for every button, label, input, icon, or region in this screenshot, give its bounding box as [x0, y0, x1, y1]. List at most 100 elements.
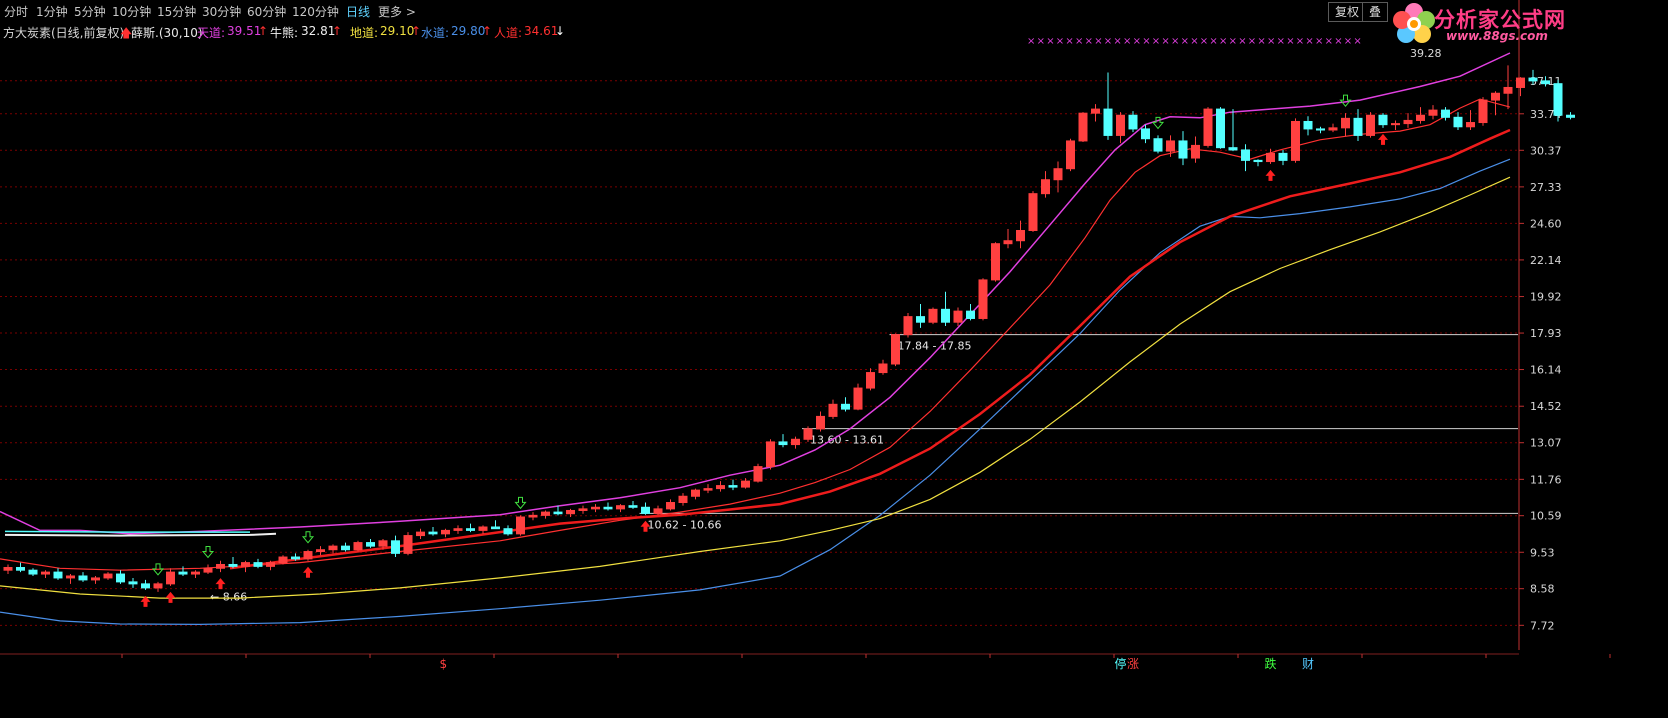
tab-15min[interactable]: 15分钟	[157, 5, 197, 19]
candle	[191, 570, 200, 578]
candle	[228, 557, 238, 569]
buy-arrow-icon	[1265, 169, 1276, 181]
candle	[28, 568, 38, 576]
candle-body	[941, 308, 950, 323]
y-tick-label: 9.53	[1530, 546, 1555, 559]
signal-star-icon: ×	[1133, 36, 1141, 47]
buy-arrow-icon	[1378, 133, 1388, 145]
candle	[1153, 135, 1163, 154]
candle	[41, 570, 50, 578]
candle	[1378, 113, 1388, 128]
niuxiong-arrow-icon: ↑	[332, 24, 343, 38]
tab-timeshare[interactable]: 分时	[4, 5, 29, 19]
signal-star-icon: ×	[1344, 36, 1352, 47]
sell-arrow-icon	[514, 496, 527, 510]
candle	[441, 528, 450, 538]
tab-daily[interactable]: 日线	[346, 5, 371, 19]
candle	[791, 436, 800, 449]
candle	[778, 434, 788, 448]
signal-star-icon: ×	[1152, 36, 1160, 47]
candle-body	[816, 415, 825, 430]
candle	[866, 368, 875, 391]
candle-body	[1291, 120, 1300, 161]
candle-body	[78, 575, 88, 581]
candle	[1066, 138, 1075, 172]
candle	[678, 493, 688, 506]
tab-5min[interactable]: 5分钟	[74, 5, 106, 19]
candle-body	[516, 516, 525, 535]
candle	[1316, 126, 1325, 134]
tab-10min[interactable]: 10分钟	[112, 5, 152, 19]
candle-body	[1328, 127, 1338, 131]
candle-body	[578, 508, 588, 511]
candle	[1328, 123, 1338, 133]
candle	[128, 577, 138, 588]
tab-1min[interactable]: 1分钟	[36, 5, 68, 19]
y-tick-label: 13.07	[1530, 437, 1562, 450]
candle	[741, 478, 750, 489]
candle	[453, 525, 463, 534]
indicator-name[interactable]: 薛斯.(30,10)	[131, 26, 203, 40]
candle-body	[378, 540, 388, 547]
tab-60min[interactable]: 60分钟	[247, 5, 287, 19]
signal-star-icon: ×	[1277, 36, 1285, 47]
buy-arrow-icon	[640, 520, 651, 532]
tiandao-value: 39.51	[227, 24, 262, 38]
candle-body	[1116, 114, 1125, 136]
candle	[428, 527, 438, 536]
candle	[1266, 148, 1275, 164]
candle	[241, 560, 250, 573]
tab-more[interactable]: 更多 >	[378, 5, 416, 19]
candle	[1428, 105, 1438, 120]
candle	[1053, 161, 1063, 193]
tab-30min[interactable]: 30分钟	[202, 5, 242, 19]
didao-line	[0, 176, 1511, 599]
candle	[828, 399, 838, 419]
candle-body	[603, 506, 613, 510]
signal-star-icon: ×	[1046, 36, 1054, 47]
candle	[853, 383, 863, 411]
candle	[628, 500, 638, 509]
candle-body	[191, 571, 200, 575]
candle-body	[128, 581, 138, 585]
rendao-label: 人道:	[494, 26, 523, 40]
candle	[841, 397, 850, 412]
candle	[103, 572, 113, 580]
tab-120min[interactable]: 120分钟	[292, 5, 339, 19]
support-label: 13.60 - 13.61	[810, 434, 884, 447]
signal-star-icon: ×	[1248, 36, 1256, 47]
candle-body	[303, 551, 313, 560]
rendao-line	[0, 98, 1511, 571]
restore-rights-button[interactable]: 复权	[1328, 2, 1367, 22]
candle-body	[1491, 92, 1500, 101]
logo-name: 分析家公式网	[1434, 8, 1566, 32]
overlay-button[interactable]: 叠	[1362, 2, 1389, 22]
candle	[1403, 113, 1413, 128]
tiandao-label: 天道:	[197, 26, 226, 40]
candle-body	[966, 310, 975, 319]
candle-body	[691, 489, 700, 497]
y-tick-label: 30.37	[1530, 144, 1562, 157]
signal-star-icon: ×	[1027, 36, 1035, 47]
indicator-arrow-icon: 🡅	[120, 26, 133, 40]
signal-star-icon: ×	[1075, 36, 1083, 47]
candle-body	[853, 387, 863, 410]
event-marker-label: $	[440, 657, 448, 671]
event-marker-label: 涨	[1127, 656, 1139, 671]
candle	[353, 540, 363, 552]
candle	[528, 512, 538, 521]
candle	[1178, 131, 1188, 166]
candle-body	[403, 535, 413, 554]
candle-body	[1228, 147, 1238, 151]
candle-body	[628, 505, 638, 508]
candle	[1041, 171, 1050, 198]
candle-body	[878, 363, 888, 374]
candle-body	[1266, 152, 1275, 163]
signal-star-icon: ×	[1190, 36, 1198, 47]
candle-body	[803, 428, 813, 440]
candle	[891, 333, 900, 367]
candle	[903, 312, 913, 338]
candle-body	[741, 480, 750, 488]
candle	[603, 502, 613, 511]
